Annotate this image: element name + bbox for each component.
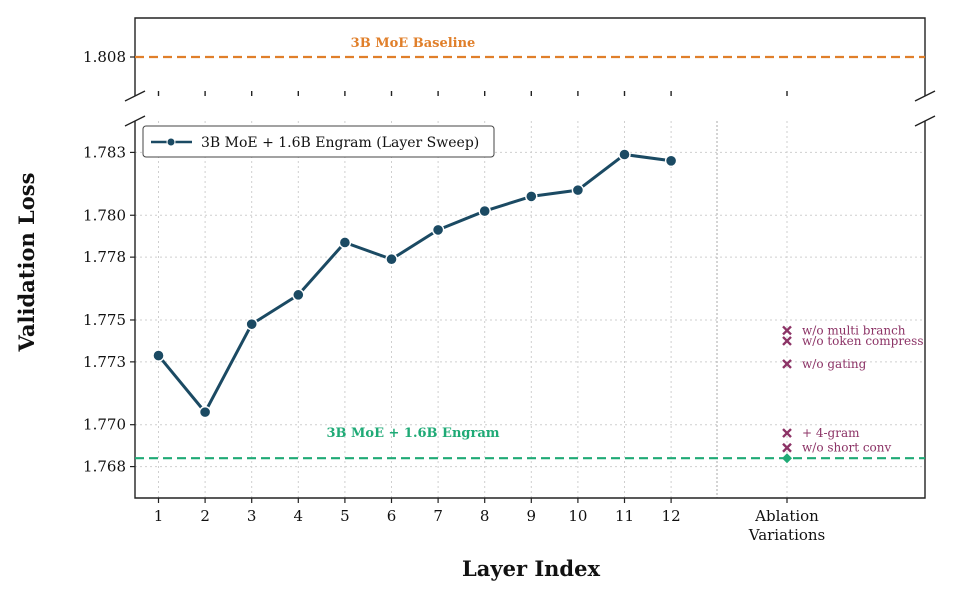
ablation-label: w/o short conv <box>802 441 892 455</box>
x-tick-label: 6 <box>387 507 397 525</box>
data-point <box>571 183 585 197</box>
data-point <box>525 190 538 203</box>
y-axis-title: Validation Loss <box>14 173 39 353</box>
y-tick-label: 1.780 <box>83 206 126 224</box>
x-axis-title: Layer Index <box>462 556 600 581</box>
x-stroke <box>782 336 792 346</box>
data-point <box>198 405 212 419</box>
y-tick-label: 1.770 <box>83 416 126 434</box>
x-tick-label: 10 <box>568 507 587 525</box>
x-stroke <box>782 359 792 369</box>
ablation-label: w/o multi branch <box>802 323 906 337</box>
reference-lines: 3B MoE Baseline 3B MoE + 1.6B Engram <box>135 36 925 460</box>
x-tick-label: 1 <box>154 507 164 525</box>
x-stroke <box>782 442 792 453</box>
ablation-label: + 4-gram <box>802 426 860 440</box>
x-tick-label-ablation: Ablation <box>754 507 819 525</box>
y-tick-label: 1.773 <box>83 353 126 371</box>
x-stroke <box>782 428 792 438</box>
baseline-label: 3B MoE Baseline <box>351 36 476 51</box>
legend: 3B MoE + 1.6B Engram (Layer Sweep) <box>142 125 495 158</box>
x-tick-label: 7 <box>433 507 443 525</box>
ablation-diamond-marker <box>782 453 792 464</box>
legend-box <box>142 125 495 158</box>
engram-label: 3B MoE + 1.6B Engram <box>326 426 499 441</box>
data-point <box>152 349 165 362</box>
ablation-label: w/o gating <box>802 357 867 371</box>
x-tick-label: 9 <box>527 507 537 525</box>
y-tick-label: 1.783 <box>83 143 126 161</box>
ablation-x-marker <box>782 428 792 438</box>
x-stroke <box>782 325 792 336</box>
x-tick-label: 3 <box>247 507 257 525</box>
data-point <box>385 253 398 266</box>
x-tick-label: 4 <box>294 507 304 525</box>
lower-axes-frame <box>134 121 926 499</box>
axis-break-mark <box>124 115 146 127</box>
x-tick-label: 2 <box>200 507 210 525</box>
axis-break-mark <box>914 90 936 102</box>
y-tick-label-upper: 1.808 <box>83 48 126 66</box>
ablation-x-marker <box>782 442 792 453</box>
legend-swatch-marker <box>166 137 176 147</box>
y-tick-label: 1.768 <box>83 458 126 476</box>
x-tick-label: 12 <box>662 507 681 525</box>
legend-label: 3B MoE + 1.6B Engram (Layer Sweep) <box>201 135 479 151</box>
data-point <box>618 148 631 161</box>
tick-labels: 1.768 1.770 1.773 1.775 1.778 1.780 1.783 1.808… <box>83 48 825 544</box>
series-line <box>157 153 672 414</box>
data-point <box>664 154 678 167</box>
data-point <box>478 204 491 218</box>
axis-break-mark <box>124 90 146 102</box>
x-tick-label-ablation: Variations <box>748 526 826 544</box>
data-point <box>338 236 352 249</box>
x-tick-label: 11 <box>615 507 634 525</box>
data-point <box>245 317 258 331</box>
ablation-label: w/o token compress <box>802 334 923 348</box>
series-layer <box>152 148 678 419</box>
x-tick-label: 5 <box>340 507 350 525</box>
ablation-x-marker <box>782 359 792 369</box>
axis-break-mark <box>914 115 936 127</box>
y-tick-label: 1.778 <box>83 248 126 266</box>
data-point <box>292 288 305 302</box>
ablation-x-marker <box>782 325 792 336</box>
y-tick-label: 1.775 <box>83 311 126 329</box>
data-point <box>431 223 445 237</box>
x-tick-label: 8 <box>480 507 490 525</box>
ablation-x-marker <box>782 336 792 346</box>
